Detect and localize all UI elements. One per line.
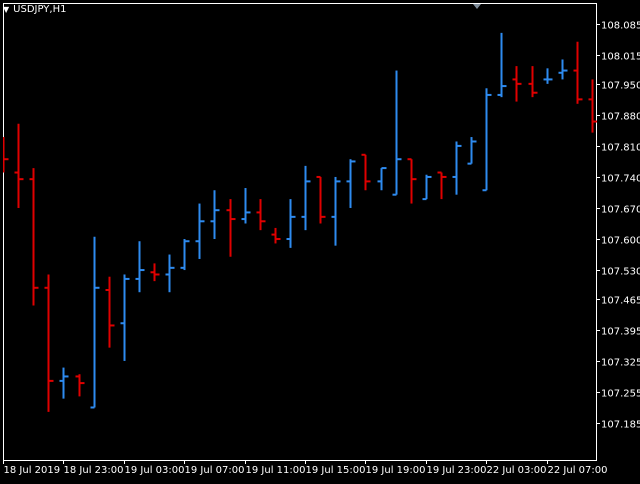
x-axis-label: 19 Jul 03:00 — [125, 465, 185, 476]
y-axis-label: 107.255 — [601, 389, 640, 400]
x-axis-label: 22 Jul 07:00 — [548, 465, 608, 476]
x-axis-label: 19 Jul 11:00 — [246, 465, 306, 476]
x-axis-label: 18 Jul 2019 — [4, 465, 61, 476]
chart-title: USDJPY,H1 — [13, 4, 67, 15]
x-axis-label: 19 Jul 23:00 — [427, 465, 487, 476]
y-axis-label: 107.185 — [601, 420, 640, 431]
x-axis-label: 19 Jul 15:00 — [306, 465, 366, 476]
plot-frame — [3, 3, 597, 461]
y-axis-label: 107.325 — [601, 358, 640, 369]
x-axis-label: 19 Jul 07:00 — [185, 465, 245, 476]
y-axis-label: 107.465 — [601, 296, 640, 307]
y-axis-label: 107.670 — [601, 205, 640, 216]
y-axis-label: 108.015 — [601, 52, 640, 63]
y-axis-label: 107.600 — [601, 236, 640, 247]
chart-title-bar: ▼ USDJPY,H1 — [3, 4, 66, 15]
bars-group — [3, 32, 597, 412]
y-axis-label: 107.395 — [601, 327, 640, 338]
x-axis-label: 22 Jul 03:00 — [487, 465, 547, 476]
y-axis-label: 107.810 — [601, 143, 640, 154]
chart-shift-marker — [473, 4, 481, 9]
dropdown-triangle-icon[interactable]: ▼ — [3, 5, 10, 14]
y-axis-label: 107.740 — [601, 174, 640, 185]
x-axis-label: 18 Jul 23:00 — [64, 465, 124, 476]
x-axis-label: 19 Jul 19:00 — [366, 465, 426, 476]
y-axis-label: 107.880 — [601, 112, 640, 123]
y-axis-label: 108.085 — [601, 21, 640, 32]
y-axis-label: 107.530 — [601, 267, 640, 278]
y-axis-label: 107.950 — [601, 81, 640, 92]
